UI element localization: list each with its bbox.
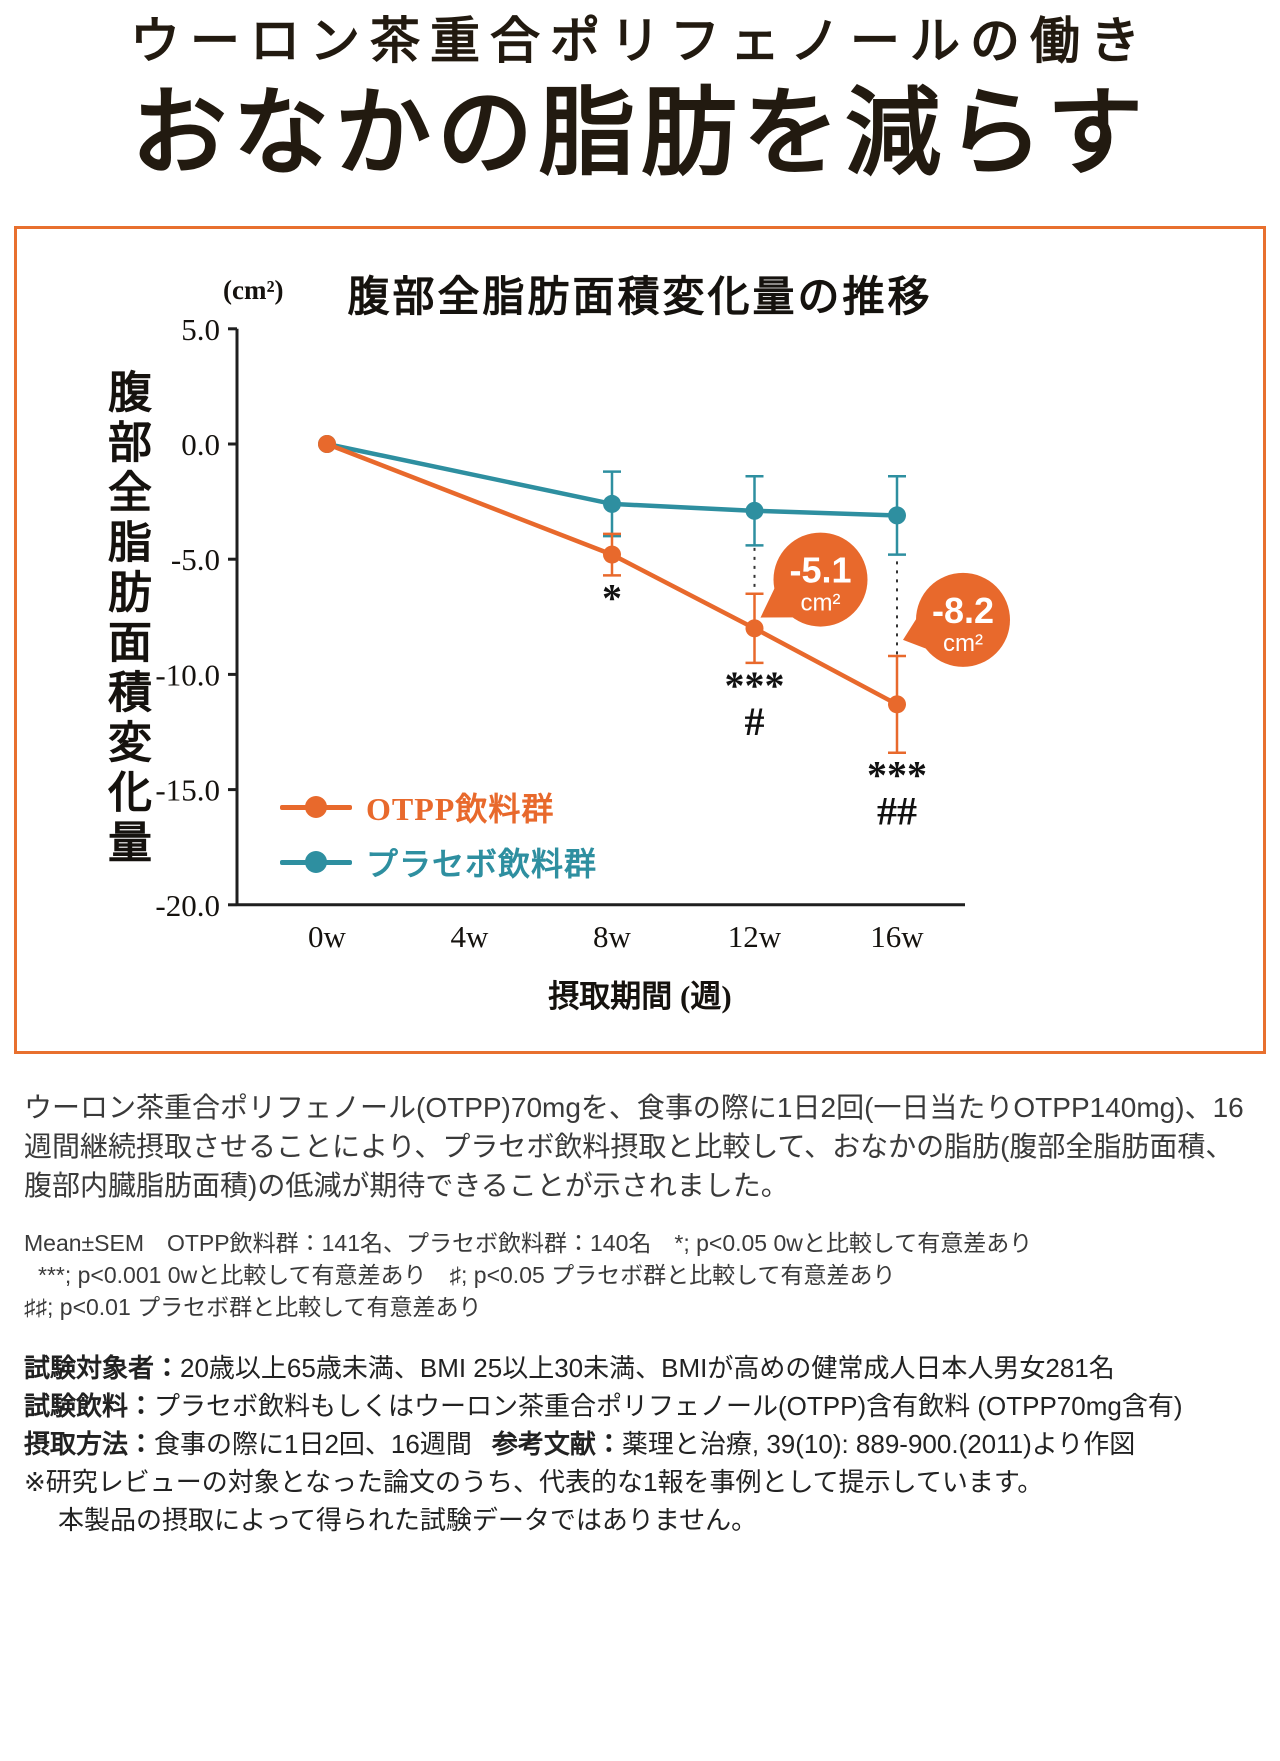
chart-title: 腹部全脂肪面積変化量の推移: [347, 275, 933, 321]
data-point: [888, 695, 906, 714]
placebo-line-marker: [280, 851, 352, 873]
x-tick-label: 12w: [728, 919, 782, 954]
trial-details: 試験対象者：20歳以上65歳未満、BMI 25以上30未満、BMIが高めの健常成…: [24, 1349, 1256, 1539]
difference-unit: cm²: [801, 590, 841, 617]
legend-item-otpp: OTPP飲料群: [280, 789, 597, 827]
series-line: [326, 441, 898, 518]
placebo-dot-icon: [305, 851, 327, 873]
summary-paragraph: ウーロン茶重合ポリフェノール(OTPP)70mgを、食事の際に1日2回(一日当た…: [24, 1092, 1244, 1201]
legend-item-placebo: プラセボ飲料群: [280, 844, 597, 882]
x-tick-label: 8w: [593, 919, 632, 954]
significance-marker: ***: [867, 753, 927, 798]
y-tick-label: 5.0: [181, 312, 220, 347]
stats-note-line: ***; p<0.001 0wと比較して有意差あり ♯; p<0.05 プラセボ…: [38, 1262, 896, 1288]
trial-method-text: 食事の際に1日2回、16週間: [154, 1429, 472, 1459]
trial-subjects-text: 20歳以上65歳未満、BMI 25以上30未満、BMIが高めの健常成人日本人男女…: [180, 1353, 1115, 1383]
otpp-line-marker: [280, 796, 352, 818]
page-header: ウーロン茶重合ポリフェノールの働き おなかの脂肪を減らす: [0, 0, 1280, 196]
legend-label-placebo: プラセボ飲料群: [366, 846, 598, 882]
trial-reference-label: 参考文献：: [491, 1429, 622, 1459]
x-tick-label: 16w: [870, 919, 924, 954]
chart-legend: OTPP飲料群 プラセボ飲料群: [280, 789, 597, 882]
data-point: [888, 506, 906, 525]
trial-beverage-label: 試験飲料：: [24, 1391, 155, 1421]
series-line: [326, 441, 899, 707]
chart-panel: 5.0 0.0 -5.0 -10.0 -15.0 -20.0 0w 4w 8w 12w 16w -5.…: [14, 226, 1266, 1054]
significance-marker: #: [745, 699, 765, 744]
chart-unit-label: (cm²): [223, 275, 284, 305]
stats-note-line: ♯♯; p<0.01 プラセボ群と比較して有意差あり: [24, 1294, 482, 1320]
x-tick-label: 4w: [451, 919, 490, 954]
y-tick-label: -15.0: [155, 773, 220, 808]
statistics-notes: Mean±SEM OTPP飲料群：141名、プラセボ飲料群：140名 *; p<…: [24, 1227, 1256, 1323]
data-point: [745, 619, 764, 638]
trial-beverage-text: プラセボ飲料もしくはウーロン茶重合ポリフェノール(OTPP)含有飲料 (OTPP…: [154, 1391, 1183, 1421]
data-point: [745, 501, 764, 520]
trial-method-row: 摂取方法：食事の際に1日2回、16週間 参考文献：薬理と治療, 39(10): 8…: [24, 1425, 1256, 1463]
difference-value: -8.2: [932, 590, 994, 631]
significance-marker: *: [602, 575, 622, 620]
y-tick-label: 0.0: [181, 427, 220, 462]
trial-reference-text: 薬理と治療, 39(10): 889-900.(2011)より作図: [621, 1429, 1136, 1459]
difference-bubble: [773, 532, 868, 627]
page-title: おなかの脂肪を減らす: [130, 80, 1150, 187]
disclaimer-line-2: 本製品の摂取によって得られた試験データではありません。: [58, 1505, 758, 1535]
disclaimer-line-1: ※研究レビューの対象となった論文のうち、代表的な1報を事例として提示しています。: [24, 1467, 1044, 1497]
stats-note-line: Mean±SEM OTPP飲料群：141名、プラセボ飲料群：140名 *; p<…: [24, 1230, 1033, 1256]
data-point: [318, 435, 336, 453]
y-tick-label: -5.0: [171, 542, 220, 577]
significance-marker: ***: [725, 663, 785, 708]
otpp-dot-icon: [305, 796, 327, 818]
x-axis-label: 摂取期間 (週): [548, 979, 732, 1014]
data-point: [603, 545, 621, 564]
header-subtitle: ウーロン茶重合ポリフェノールの働き: [130, 13, 1150, 69]
significance-marker: ##: [877, 789, 917, 834]
x-tick-label: 0w: [308, 919, 347, 954]
y-axis-label: 腹部全脂肪面積変化量: [101, 369, 150, 869]
trial-method-label: 摂取方法：: [24, 1429, 155, 1459]
trial-subjects-label: 試験対象者：: [24, 1353, 181, 1383]
difference-value: -5.1: [789, 550, 851, 591]
data-point: [603, 494, 621, 513]
trial-beverage-row: 試験飲料：プラセボ飲料もしくはウーロン茶重合ポリフェノール(OTPP)含有飲料 …: [24, 1387, 1256, 1425]
y-tick-label: -20.0: [155, 888, 220, 923]
trial-subjects-row: 試験対象者：20歳以上65歳未満、BMI 25以上30未満、BMIが高めの健常成…: [24, 1349, 1256, 1387]
fat-area-chart: 5.0 0.0 -5.0 -10.0 -15.0 -20.0 0w 4w 8w 12w 16w -5.…: [155, 312, 1010, 954]
difference-unit: cm²: [943, 630, 983, 657]
y-tick-label: -10.0: [155, 657, 220, 692]
legend-label-otpp: OTPP飲料群: [366, 791, 555, 827]
difference-bubble: [916, 572, 1010, 667]
